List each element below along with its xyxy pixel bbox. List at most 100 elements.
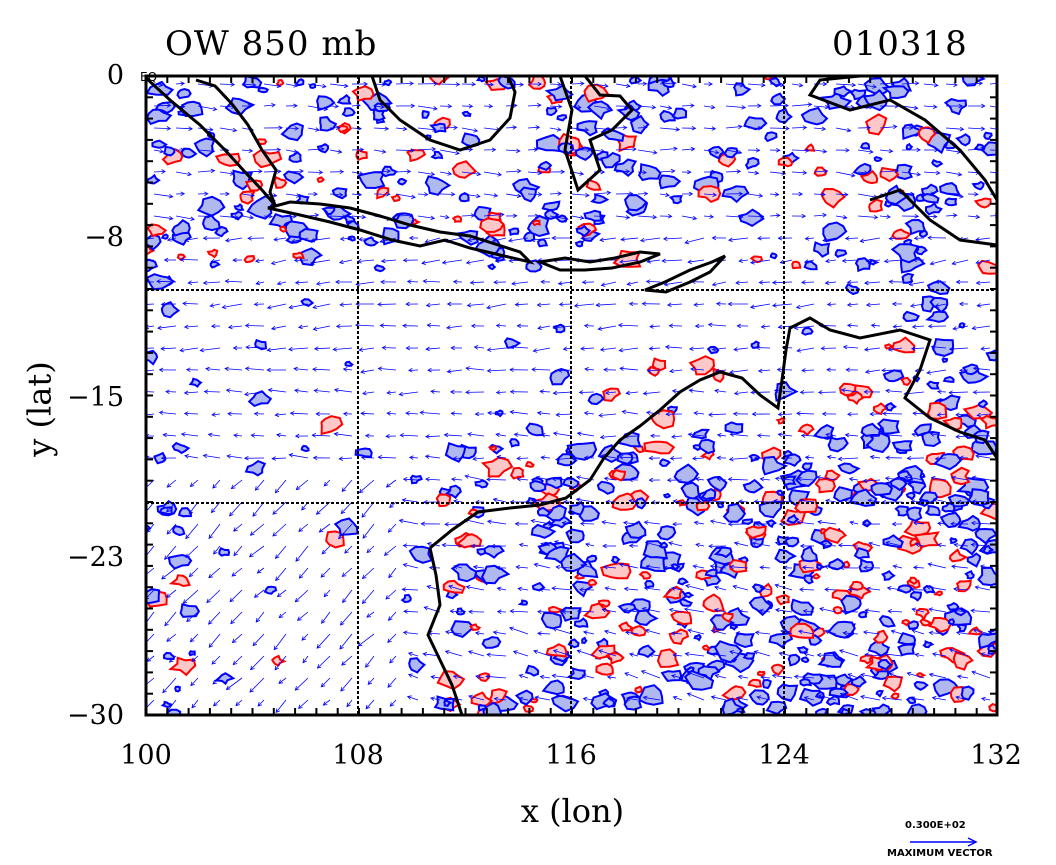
wind-vector-head [188,126,193,131]
wind-vector-head [575,497,581,502]
wind-vector [860,237,881,242]
wind-vector [428,632,441,635]
positive-contour [651,357,667,372]
wind-vector-head [530,518,536,524]
wind-vector-head [338,534,343,540]
wind-vector-head [346,702,351,708]
wind-vector-head [970,520,976,526]
wind-vector-head [339,236,345,242]
negative-contour [833,486,853,503]
wind-vector [926,369,947,374]
wind-vector [146,369,155,372]
wind-vector [868,542,881,547]
wind-vector [604,630,617,635]
wind-vector [645,542,661,547]
wind-vector [451,478,463,481]
wind-vector [845,434,859,437]
wind-vector-head [599,434,605,440]
wind-vector [794,676,815,679]
wind-vector-head [535,475,541,481]
wind-vector [618,324,639,327]
wind-vector [367,677,375,685]
wind-vector [593,105,611,109]
wind-vector-head [232,257,237,263]
wind-vector [186,611,199,622]
wind-vector-head [277,169,282,174]
wind-vector-head [716,433,722,438]
wind-vector [761,325,771,328]
wind-vector-head [760,214,765,219]
negative-contour [263,585,278,595]
wind-vector-head [801,213,807,219]
wind-vector-head [493,696,499,702]
wind-vector [794,325,815,329]
negative-contour [882,369,905,383]
wind-vector-head [776,147,781,153]
wind-vector [146,259,155,262]
wind-vector-head [693,302,698,307]
wind-vector-head [398,518,404,524]
wind-vector [694,303,705,306]
negative-contour [983,131,993,140]
wind-vector-head [205,366,210,372]
wind-vector-head [912,411,917,416]
wind-vector-head [780,82,785,88]
negative-contour [891,440,913,452]
positive-contour [630,625,647,637]
wind-vector-head [952,213,958,218]
wind-vector-head [881,368,886,373]
wind-vector [802,566,815,569]
positive-contour [697,185,722,204]
wind-vector [267,347,287,351]
wind-vector [225,237,243,242]
wind-vector [945,127,964,130]
negative-contour [954,607,968,617]
wind-vector [596,303,617,306]
negative-contour [764,131,778,143]
wind-vector [681,215,697,220]
wind-vector [285,170,304,173]
wind-vector [923,171,940,174]
wind-vector [316,281,331,285]
wind-vector-head [759,565,765,570]
negative-contour [193,137,216,158]
wind-vector [865,609,881,613]
wind-vector [989,105,997,108]
wind-vector [366,545,375,553]
wind-vector-head [537,170,543,176]
negative-contour [939,182,961,196]
negative-contour [624,520,647,539]
wind-vector [825,434,837,437]
negative-contour [741,518,754,525]
wind-vector [879,126,897,129]
wind-vector-head [535,125,541,130]
wind-vector-head [759,476,765,482]
wind-vector-head [258,169,263,174]
wind-vector-head [358,488,364,494]
wind-vector [351,104,361,107]
negative-contour [761,455,789,476]
wind-vector-head [312,326,318,331]
wind-vector-head [825,432,830,438]
positive-contour [583,602,611,620]
wind-vector [667,303,683,306]
wind-vector [268,389,287,393]
wind-vector [244,391,265,395]
wind-vector [493,631,507,635]
wind-vector-head [824,104,830,110]
negative-contour [508,438,520,448]
negative-contour [939,511,962,529]
wind-vector [989,215,997,217]
wind-vector [717,478,727,481]
wind-vector [166,501,177,513]
wind-vector [649,653,661,657]
wind-vector-head [358,347,364,352]
wind-vector-head [817,519,822,525]
wind-vector [796,412,815,415]
negative-contour [443,699,453,708]
positive-contour [890,692,900,701]
wind-vector [769,83,784,86]
wind-vector [791,171,807,174]
wind-vector-head [516,148,521,154]
wind-vector-head [321,619,326,624]
